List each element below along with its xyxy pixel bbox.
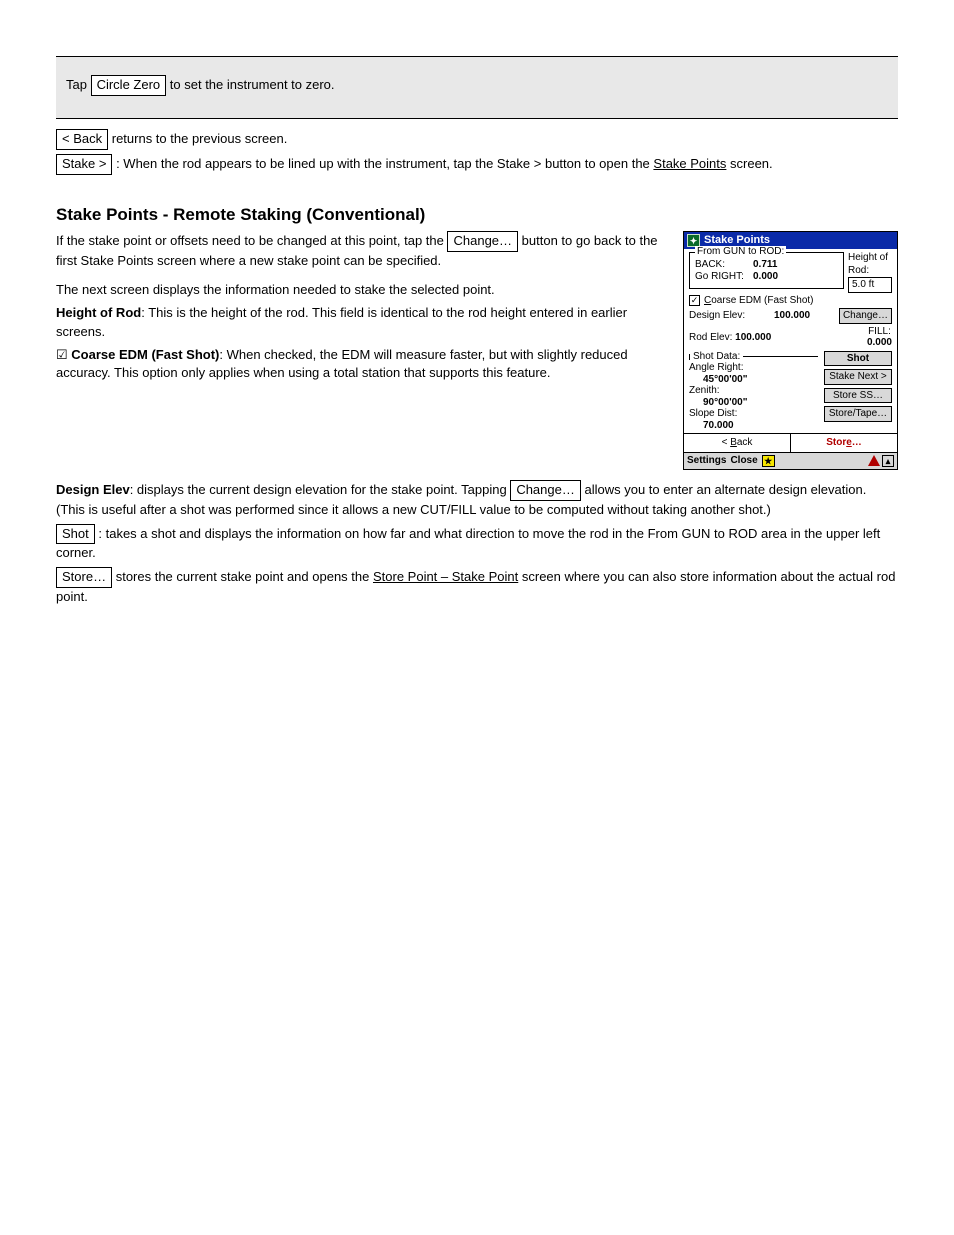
change-text-before: If the stake point or offsets need to be… — [56, 233, 447, 248]
slope-l: Slope Dist: — [689, 408, 818, 420]
rod-l: Rod Elev: — [689, 332, 732, 343]
coarse-para: ☑ Coarse EDM (Fast Shot): When checked, … — [56, 346, 665, 384]
circle-zero-button[interactable]: Circle Zero — [91, 75, 167, 96]
dev-shot-button[interactable]: Shot — [824, 351, 892, 367]
back-para: < Back returns to the previous screen. — [56, 129, 898, 150]
rod-v: 100.000 — [735, 332, 771, 343]
change-button-1[interactable]: Change… — [447, 231, 518, 252]
goright-v: 0.000 — [753, 271, 778, 283]
back-v: 0.711 — [753, 259, 777, 271]
stake-text-1: : When the rod appears to be lined up wi… — [116, 156, 653, 171]
store-text-1: stores the current stake point and opens… — [116, 569, 373, 584]
zen-l: Zenith: — [689, 385, 818, 397]
next-screen-para: The next screen displays the information… — [56, 281, 665, 300]
ang-l: Angle Right: — [689, 362, 818, 374]
device-screenshot: ✦ Stake Points From GUN to ROD: BACK:0.7… — [683, 231, 898, 470]
coarse-row[interactable]: ✓ Coarse EDM (Fast Shot) — [689, 295, 892, 307]
band-text-after: to set the instrument to zero. — [170, 77, 335, 92]
stake-points-link[interactable]: Stake Points — [653, 156, 726, 171]
device-title-text: Stake Points — [704, 234, 770, 247]
back-k: BACK: — [695, 259, 747, 271]
warning-icon — [868, 455, 880, 466]
hr-text: : This is the height of the rod. This fi… — [56, 305, 627, 339]
stake-button[interactable]: Stake > — [56, 154, 112, 175]
slope-v: 70.000 — [689, 420, 818, 432]
store-point-link[interactable]: Store Point – Stake Point — [373, 569, 518, 584]
fill-l: FILL: — [868, 326, 891, 337]
band-text-before: Tap — [66, 77, 91, 92]
shot-text: : takes a shot and displays the informat… — [56, 526, 880, 561]
status-close[interactable]: Close — [730, 455, 757, 467]
change-button-2[interactable]: Change… — [510, 480, 581, 501]
stake-para: Stake > : When the rod appears to be lin… — [56, 154, 898, 175]
back-button[interactable]: < Back — [56, 129, 108, 150]
up-arrow-icon[interactable]: ▴ — [882, 455, 894, 467]
shot-button[interactable]: Shot — [56, 524, 95, 545]
ang-v: 45°00'00" — [689, 374, 818, 386]
design-l: Design Elev: — [689, 310, 745, 322]
grp1-legend: From GUN to ROD: — [695, 246, 786, 258]
dev-storess-button[interactable]: Store SS… — [824, 388, 892, 404]
status-settings[interactable]: Settings — [687, 455, 726, 467]
design-v: 100.000 — [774, 310, 810, 322]
stake-text-2: screen. — [726, 156, 772, 171]
coarse-checkbox-icon: ☑ — [56, 347, 68, 362]
hr-para: Height of Rod: This is the height of the… — [56, 304, 665, 342]
coarse-label: Coarse EDM (Fast Shot) — [71, 347, 219, 362]
fill-v: 0.000 — [867, 337, 892, 348]
gray-instruction-band: Tap Circle Zero to set the instrument to… — [56, 56, 898, 119]
design-para: Design Elev: displays the current design… — [56, 480, 898, 520]
shot-para: Shot : takes a shot and displays the inf… — [56, 524, 898, 564]
zen-v: 90°00'00" — [689, 397, 818, 409]
store-para: Store… stores the current stake point an… — [56, 567, 898, 607]
hr-label: Height of Rod — [56, 305, 141, 320]
section-heading: Stake Points - Remote Staking (Conventio… — [56, 203, 898, 228]
dev-store-button[interactable]: Store… — [790, 434, 897, 452]
dev-storetape-button[interactable]: Store/Tape… — [824, 406, 892, 422]
coarse-dev-label: Coarse EDM (Fast Shot) — [704, 295, 814, 307]
goright-k: Go RIGHT: — [695, 271, 747, 283]
shot-legend: Shot Data: — [693, 351, 740, 363]
hr-l2: Rod: — [848, 265, 892, 277]
status-star-icon[interactable]: ★ — [762, 455, 775, 467]
dev-change-button[interactable]: Change… — [839, 308, 892, 324]
dev-back-button[interactable]: < Back — [684, 434, 790, 452]
store-button[interactable]: Store… — [56, 567, 112, 588]
change-para: If the stake point or offsets need to be… — [56, 231, 665, 271]
design-label: Design Elev — [56, 482, 130, 497]
dev-stakenext-button[interactable]: Stake Next > — [824, 369, 892, 385]
back-text: returns to the previous screen. — [112, 131, 288, 146]
hr-input[interactable]: 5.0 ft — [848, 277, 892, 293]
coarse-check-icon: ✓ — [689, 295, 700, 306]
design-text-1: : displays the current design elevation … — [130, 482, 511, 497]
hr-l1: Height of — [848, 252, 892, 264]
